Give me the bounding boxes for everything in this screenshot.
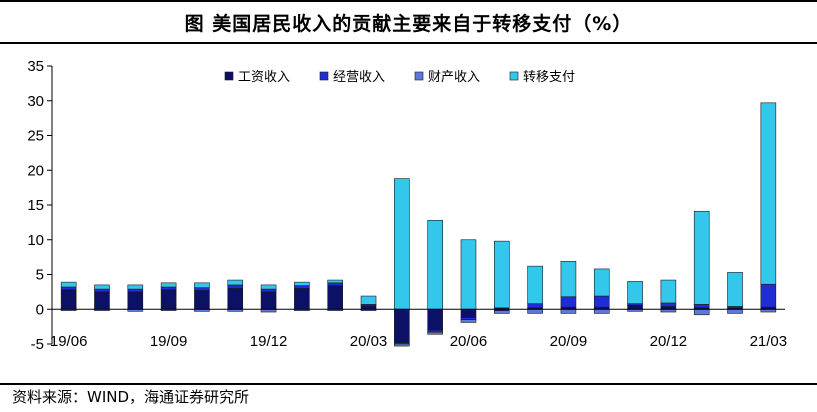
bar-segment [60, 281, 77, 288]
bar-segment [327, 279, 344, 284]
bar-segment [693, 308, 710, 316]
bar-segment [327, 285, 344, 310]
bar-segment [560, 296, 577, 308]
bar-segment [360, 295, 377, 305]
y-tick-label: 35 [27, 58, 44, 75]
bar-segment [94, 291, 110, 310]
bar-segment [460, 317, 477, 320]
x-tick-label: 19/09 [150, 333, 188, 350]
bar-segment [60, 286, 77, 291]
source-note: 资料来源：WIND，海通证券研究所 [12, 388, 250, 406]
bar-segment [160, 286, 177, 291]
y-tick-label: -5 [31, 336, 44, 353]
bar-segment [360, 305, 377, 310]
bar-segment [127, 291, 144, 310]
bar-segment [560, 260, 577, 298]
bar-segment [760, 102, 777, 285]
bar-segment [94, 284, 110, 290]
bar-segment [294, 285, 310, 289]
legend-swatch [224, 71, 234, 81]
y-tick-label: 10 [27, 232, 44, 249]
footer-divider [0, 383, 817, 385]
y-tick-label: 0 [36, 301, 44, 318]
legend-label: 财产收入 [428, 70, 480, 85]
legend-swatch [414, 71, 424, 81]
x-tick-label: 19/12 [250, 333, 288, 350]
bar-segment [94, 288, 110, 293]
bar-segment [493, 310, 510, 314]
x-tick-label: 20/06 [450, 333, 488, 350]
bar-segment [160, 289, 177, 310]
bar-segment [660, 279, 677, 304]
x-tick-label: 21/03 [750, 333, 788, 350]
bar-segment [227, 288, 244, 310]
bar-segment [460, 239, 477, 310]
bar-segment [260, 288, 277, 293]
y-tick-label: 25 [27, 128, 44, 145]
y-tick-label: 5 [36, 267, 44, 284]
bar-segment [427, 219, 443, 310]
bar-segment [260, 284, 277, 290]
bar-segment [493, 240, 510, 309]
bar-segment [593, 268, 610, 297]
bar-segment [660, 302, 677, 307]
x-tick-label: 19/06 [50, 333, 88, 350]
legend-label: 转移支付 [523, 70, 575, 85]
title-bar: 图 美国居民收入的贡献主要来自于转移支付（%） [0, 0, 817, 44]
bar-segment [427, 331, 443, 335]
bar-segment [160, 282, 177, 288]
bar-segment [460, 319, 477, 323]
bar-segment [227, 279, 244, 286]
y-tick-label: 15 [27, 197, 44, 214]
bar-segment [460, 308, 477, 318]
bar-segment [527, 308, 543, 314]
x-tick-label: 20/12 [650, 333, 688, 350]
bar-segment [760, 283, 777, 308]
legend-swatch [509, 71, 519, 81]
bar-segment [294, 281, 310, 286]
stacked-bar-chart: -5 0 5 10 15 20 25 30 35 19/06 19/09 19/12 20/03 20/0… [27, 58, 787, 353]
bar-segment [560, 308, 577, 314]
bar-segment [327, 282, 344, 286]
bar-segment [294, 288, 310, 310]
bar-segment [627, 281, 643, 304]
bar-segment [194, 290, 210, 310]
bar-segment [427, 329, 443, 333]
bar-segment [527, 265, 543, 304]
bar-segment [260, 291, 277, 310]
legend-label: 工资收入 [238, 70, 290, 85]
bar-segment [194, 287, 210, 291]
bar-segment [427, 308, 443, 331]
bar-segment [127, 284, 144, 290]
plot-area: -5 0 5 10 15 20 25 30 35 19/06 19/09 19/12 20/03 20/0… [27, 58, 787, 353]
y-tick-label: 30 [27, 93, 44, 110]
y-tick-label: 20 [27, 162, 44, 179]
bar-segment [593, 308, 610, 314]
bar-segment [127, 288, 144, 293]
legend-label: 经营收入 [333, 70, 385, 85]
x-tick-label: 20/03 [350, 333, 388, 350]
bar-segment [727, 308, 743, 314]
bar-segment [227, 284, 244, 289]
bar-segment [693, 210, 710, 305]
bar-segment [593, 295, 610, 308]
x-tick-label: 20/09 [550, 333, 588, 350]
bar-segment [693, 304, 710, 309]
bar-segment [394, 308, 410, 343]
chart-title: 图 美国居民收入的贡献主要来自于转移支付（%） [184, 12, 633, 35]
bar-segment [627, 304, 643, 310]
bar-segment [194, 282, 210, 289]
bar-segment [727, 272, 743, 307]
bar-segment [527, 303, 543, 309]
legend-swatch [319, 71, 329, 81]
bar-segment [394, 343, 410, 347]
bar-segment [60, 289, 77, 310]
bar-segment [394, 178, 410, 310]
